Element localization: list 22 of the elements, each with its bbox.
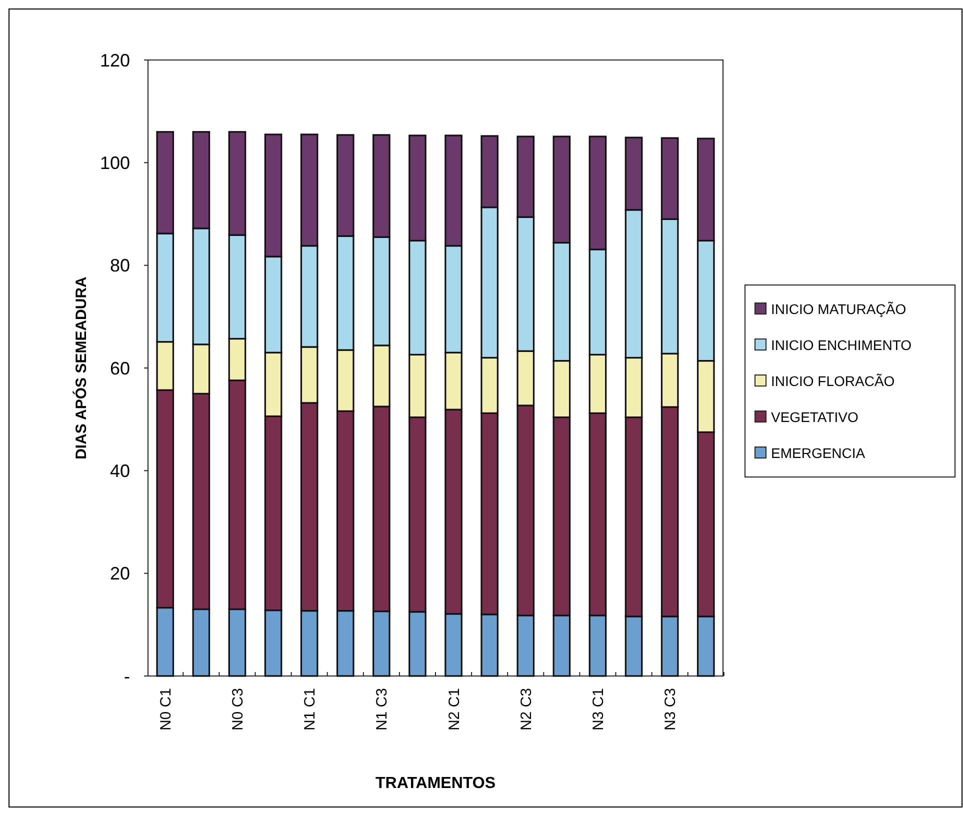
x-tick-label: N2 C3 <box>518 688 535 731</box>
y-tick-label: 40 <box>110 460 130 481</box>
x-tick-label: N0 C1 <box>157 688 174 731</box>
x-axis-title: TRATAMENTOS <box>376 775 496 792</box>
y-tick-label: 100 <box>100 152 130 173</box>
x-tick-label: N3 C1 <box>590 688 607 731</box>
legend-label: INICIO ENCHIMENTO <box>771 336 912 353</box>
legend-label: INICIO MATURAÇÃO <box>771 300 906 317</box>
legend-label: EMERGENCIA <box>771 444 866 461</box>
x-tick-label: N1 C1 <box>302 688 319 731</box>
legend-label: INICIO FLORACÃO <box>771 372 895 389</box>
x-tick-label: N3 C3 <box>662 688 680 731</box>
y-axis-title: DIAS APÓS SEMEADURA <box>72 276 90 460</box>
y-tick-label: 60 <box>110 358 130 378</box>
x-tick-label: N0 C3 <box>229 688 246 731</box>
x-tick-label: N2 C1 <box>446 688 463 731</box>
y-tick-label: 20 <box>110 564 130 584</box>
legend-label: VEGETATIVO <box>771 408 858 425</box>
x-tick-label: N1 C3 <box>374 688 391 731</box>
y-tick-label: - <box>124 666 130 686</box>
y-tick-label: 80 <box>110 256 130 276</box>
y-tick-label: 120 <box>100 50 130 70</box>
